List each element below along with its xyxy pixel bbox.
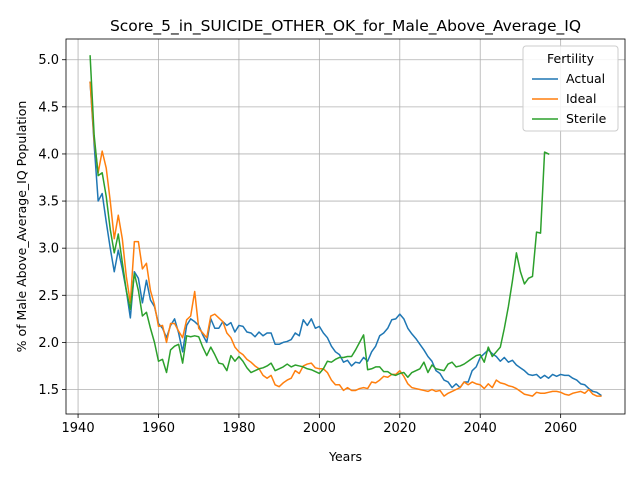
x-tick-label: 1940 <box>62 421 95 436</box>
y-axis-label: % of Male Above_Average_IQ Population <box>14 101 29 353</box>
y-tick-label: 1.5 <box>38 383 59 398</box>
y-tick-label: 3.5 <box>38 195 59 210</box>
x-tick-label: 1980 <box>222 421 255 436</box>
series-lines <box>89 55 602 397</box>
x-tick-label: 2060 <box>544 421 577 436</box>
x-axis-label: Years <box>328 449 362 464</box>
legend-items: Actual Ideal Sterile <box>532 71 607 126</box>
y-tick-label: 3.0 <box>38 242 59 257</box>
y-tick-label: 4.0 <box>38 147 59 162</box>
series-line-ideal <box>89 81 602 397</box>
legend: Fertility Actual Ideal Sterile <box>522 45 619 132</box>
axes-frame <box>65 38 626 415</box>
legend-label-sterile: Sterile <box>566 111 607 126</box>
x-tick-label: 2040 <box>464 421 497 436</box>
y-tick-label: 4.5 <box>38 100 59 115</box>
x-tick-label: 2000 <box>303 421 336 436</box>
y-tick-label: 2.0 <box>38 336 59 351</box>
chart-title: Score_5_in_SUICIDE_OTHER_OK_for_Male_Abo… <box>110 17 581 36</box>
series-line-actual <box>89 81 602 397</box>
legend-box <box>522 45 619 132</box>
series-line-sterile <box>89 55 550 378</box>
x-tick-label: 1960 <box>142 421 175 436</box>
legend-label-actual: Actual <box>566 71 605 86</box>
legend-label-ideal: Ideal <box>566 91 596 106</box>
grid-lines <box>66 39 625 414</box>
y-axis-ticks: 1.5 2.0 2.5 3.0 3.5 4.0 4.5 5.0 <box>38 53 66 398</box>
y-tick-label: 2.5 <box>38 289 59 304</box>
legend-title: Fertility <box>547 51 595 66</box>
x-tick-label: 2020 <box>383 421 416 436</box>
y-tick-label: 5.0 <box>38 53 59 68</box>
x-axis-ticks: 1940 1960 1980 2000 2020 2040 2060 <box>62 414 577 436</box>
